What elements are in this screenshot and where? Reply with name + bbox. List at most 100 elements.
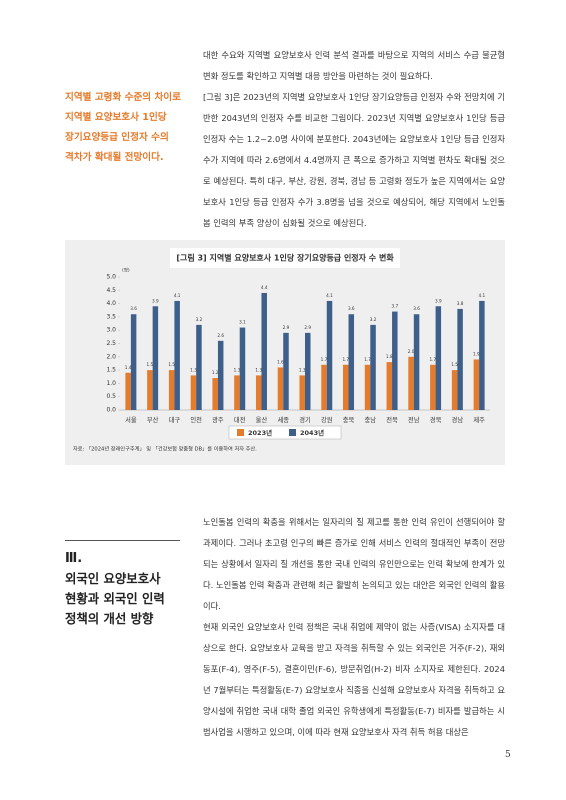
title-box (170, 248, 400, 268)
bar (413, 314, 420, 410)
bar (168, 370, 175, 410)
bar (234, 375, 240, 410)
paragraph: 노인돌봄 인력의 확충을 위해서는 일자리의 질 제고를 통한 인력 유인이 선… (203, 517, 505, 611)
x-tick-label: 강원 (321, 415, 333, 424)
x-tick-label: 충남 (364, 415, 376, 424)
legend-label: 2043년 (300, 428, 324, 437)
bar (386, 362, 393, 410)
data-label: 2.9 (283, 325, 290, 330)
legend-swatch (237, 429, 244, 436)
data-label: 4.1 (479, 293, 486, 298)
y-tick-label: 0.5 (106, 393, 116, 400)
data-label: 1.4 (125, 365, 132, 370)
data-label: 4.1 (174, 293, 181, 298)
note-line: 격차가 확대될 전망이다. (65, 152, 164, 163)
chart: [그림 3] 지역별 요양보호사 1인당 장기요양등급 인정자 수 변화 (명)… (73, 248, 490, 453)
note-line: 지역별 고령화 수준의 차이로 (65, 92, 181, 103)
paragraph: 대한 수요와 지역별 요양보호사 인력 분석 결과를 바탕으로 지역의 서비스 … (203, 50, 505, 81)
x-tick-label: 부산 (147, 415, 159, 424)
legend-label: 2023년 (248, 428, 272, 437)
data-label: 1.5 (168, 362, 175, 367)
section-number: Ⅲ. (65, 551, 83, 566)
data-label: 1.7 (430, 357, 437, 362)
figure: [그림 3] 지역별 요양보호사 1인당 장기요양등급 인정자 수 변화 (명)… (65, 240, 505, 465)
bar (479, 300, 485, 410)
note-line: 장기요양등급 인정자 수의 (65, 132, 169, 143)
bar (174, 300, 180, 410)
bar (255, 375, 262, 410)
x-tick-label: 서울 (125, 415, 137, 424)
x-tick-label: 경기 (299, 415, 311, 424)
y-tick-label: 1.5 (106, 367, 116, 374)
x-tick-label: 제주 (473, 416, 485, 424)
x-tick-label: 경북 (430, 415, 442, 424)
legend-box (228, 425, 342, 440)
sidebar-note: 지역별 고령화 수준의 차이로 지역별 요양보호사 1인당 장기요양등급 인정자… (65, 88, 181, 168)
bar (473, 359, 480, 410)
data-label: 3.7 (391, 304, 398, 309)
data-label: 3.6 (130, 306, 137, 311)
paragraph: [그림 3]은 2023년의 지역별 요양보호사 1인당 장기요양등급 인정자 … (203, 92, 505, 228)
title-line: 현황과 외국인 인력 (65, 591, 165, 606)
bar (125, 372, 131, 410)
data-label: 3.6 (413, 306, 420, 311)
data-label: 4.1 (326, 293, 333, 298)
section-title: 외국인 요양보호사 현황과 외국인 인력 정책의 개선 방향 (65, 569, 180, 629)
y-tick-label: 4.0 (106, 300, 116, 307)
y-tick-label: 3.5 (106, 313, 116, 320)
x-tick-label: 전북 (386, 415, 398, 424)
bar (283, 332, 289, 410)
data-label: 2.6 (217, 333, 224, 338)
x-tick-label: 세종 (277, 415, 289, 424)
data-label: 4.4 (261, 285, 268, 290)
section-text: 노인돌봄 인력의 확충을 위해서는 일자리의 질 제고를 통한 인력 유인이 선… (203, 512, 505, 743)
data-label: 3.6 (348, 306, 355, 311)
x-tick-label: 대구 (169, 416, 181, 424)
data-label: 1.7 (321, 357, 328, 362)
bar (190, 375, 197, 410)
bar (408, 356, 414, 410)
data-label: 1.9 (473, 351, 480, 356)
bar (261, 292, 267, 410)
bar (239, 327, 246, 410)
y-tick-label: 5.0 (106, 274, 116, 281)
bar (277, 367, 284, 410)
bar (457, 308, 463, 410)
chart-title: [그림 3] 지역별 요양보호사 1인당 장기요양등급 인정자 수 변화 (176, 253, 394, 263)
data-label: 1.8 (386, 354, 393, 359)
data-label: 1.3 (255, 367, 262, 372)
top-text: 대한 수요와 지역별 요양보호사 인력 분석 결과를 바탕으로 지역의 서비스 … (203, 45, 505, 234)
bar (217, 340, 224, 410)
bar (212, 378, 218, 410)
data-label: 1.2 (212, 370, 219, 375)
bar (392, 311, 398, 410)
bar (130, 314, 137, 410)
x-tick-label: 광주 (212, 416, 224, 424)
y-tick-label: 2.5 (106, 340, 116, 347)
bar (321, 364, 327, 410)
data-label: 1.3 (234, 367, 241, 372)
x-tick-label: 충북 (343, 415, 355, 424)
y-tick-label: 2.0 (106, 353, 116, 360)
bar (343, 364, 349, 410)
x-tick-label: 대전 (234, 415, 246, 424)
note-line: 지역별 요양보호사 1인당 (65, 112, 167, 123)
data-label: 1.7 (342, 357, 349, 362)
data-label: 1.7 (364, 357, 371, 362)
data-label: 1.3 (190, 367, 197, 372)
page-number: 5 (505, 750, 511, 760)
y-unit: (명) (122, 267, 130, 274)
data-label: 1.5 (451, 362, 458, 367)
data-label: 3.8 (457, 301, 464, 306)
bar (305, 332, 311, 410)
data-label: 3.9 (435, 298, 442, 303)
data-label: 1.3 (299, 367, 306, 372)
bar (435, 306, 442, 410)
data-label: 2.0 (408, 349, 415, 354)
title-line: 정책의 개선 방향 (65, 611, 154, 626)
bar (299, 375, 305, 410)
bar (451, 370, 458, 410)
data-label: 3.2 (196, 317, 203, 322)
y-tick-label: 4.5 (106, 287, 116, 294)
